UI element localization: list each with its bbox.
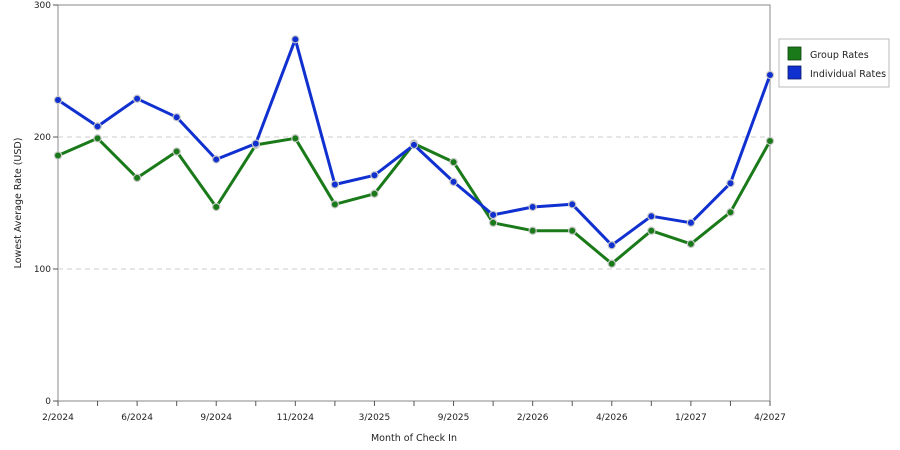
y-tick-label: 200 — [34, 133, 51, 143]
data-point — [291, 35, 300, 44]
data-point — [568, 226, 577, 235]
gridlines — [58, 136, 770, 270]
data-point — [53, 95, 63, 105]
data-point — [765, 70, 775, 80]
data-point — [409, 140, 419, 150]
x-tick-label: 9/2024 — [200, 413, 232, 423]
data-point — [488, 218, 498, 227]
data-point — [449, 177, 458, 187]
data-point — [647, 226, 656, 235]
series-layer — [53, 35, 775, 268]
series-line — [57, 136, 772, 266]
data-point — [607, 259, 616, 268]
x-tick-label: 11/2024 — [277, 413, 315, 423]
data-point — [132, 173, 142, 183]
x-tick-label: 4/2026 — [596, 413, 628, 423]
data-point — [528, 226, 537, 235]
data-point — [93, 122, 102, 131]
data-point — [568, 200, 577, 209]
data-point — [607, 241, 616, 250]
data-point — [212, 202, 221, 212]
x-tick-label: 3/2025 — [359, 413, 391, 423]
y-axis-title: Lowest Average Rate (USD) — [13, 138, 24, 269]
series-group-rates — [53, 134, 775, 268]
legend-label-individual: Individual Rates — [810, 69, 886, 80]
data-point — [488, 210, 498, 220]
data-point — [291, 134, 300, 143]
x-tick-label: 2/2026 — [517, 413, 549, 423]
y-axis-ticks: 0 100 200 300 — [34, 1, 58, 407]
y-tick-label: 100 — [34, 265, 51, 275]
data-point — [449, 157, 458, 167]
legend-swatch-group — [787, 46, 802, 61]
data-point — [251, 139, 260, 148]
data-point — [686, 239, 696, 249]
data-point — [726, 208, 735, 217]
data-point — [370, 189, 379, 198]
data-point — [172, 147, 181, 156]
y-tick-label: 0 — [45, 397, 51, 407]
data-point — [132, 94, 142, 103]
data-point — [647, 211, 656, 221]
legend-swatch-individual — [787, 65, 802, 80]
data-point — [370, 171, 379, 180]
plot-frame — [57, 4, 771, 402]
data-point — [53, 151, 63, 160]
x-axis-title: Month of Check In — [371, 433, 457, 444]
data-point — [726, 178, 735, 188]
data-point — [528, 202, 537, 212]
x-tick-label: 1/2027 — [675, 413, 707, 423]
data-point — [93, 134, 102, 143]
x-tick-label: 4/2027 — [754, 413, 786, 423]
data-point — [212, 155, 221, 164]
legend: Group Rates Individual Rates — [778, 38, 890, 88]
x-tick-label: 9/2025 — [438, 413, 470, 423]
data-point — [765, 136, 775, 146]
data-point — [686, 218, 696, 227]
x-tick-label: 2/2024 — [42, 413, 74, 423]
data-point — [330, 200, 340, 209]
legend-label-group: Group Rates — [810, 50, 869, 61]
data-point — [172, 112, 181, 122]
x-axis-ticks: 2/2024 6/2024 9/2024 11/2024 3/2025 9/2025 2/2… — [42, 401, 786, 423]
series-individual-rates — [53, 35, 775, 250]
data-point — [330, 180, 340, 189]
y-tick-label: 300 — [34, 1, 51, 11]
x-tick-label: 6/2024 — [121, 413, 153, 423]
